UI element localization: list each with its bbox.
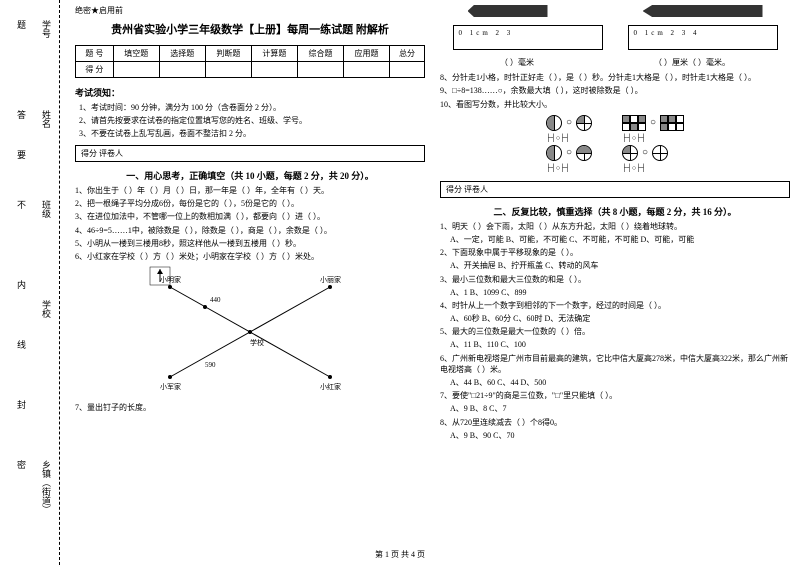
question: 9、□÷8=138……○，余数最大填（ ），这时被除数是（ ）。 [440,85,790,96]
notice-item: 1、考试时间：90 分钟，满分为 100 分（含卷面分 2 分）。 [75,102,425,113]
exam-title: 贵州省实验小学三年级数学【上册】每周一练试题 附解析 [75,21,425,37]
ruler-marks: 0 1cm 2 3 4 [634,29,700,37]
binding-hint: 封 [15,400,28,409]
binding-label: 乡镇（街道） [40,460,53,514]
binding-hint: 内 [15,280,28,289]
options: A、9 B、90 C、70 [440,430,790,441]
score-entry-box: 得分 评卷人 [75,145,425,162]
diagram-label: 小丽家 [320,275,341,284]
binding-label: 学校 [40,300,53,318]
score-header: 判断题 [205,46,251,62]
question: 3、最小三位数和最大三位数的和是（ ）。 [440,274,790,285]
question: 4、时针从上一个数字到相邻的下一个数字，经过的时间是（ ）。 [440,300,790,311]
fraction-shapes: ○ ├┤○├┤ ○ ├┤○├┤ ○ ├┤○├┤ ○ ├┤○├┤ [440,115,790,172]
question: 1、明天（ ）会下雨，太阳（ ）从东方升起，太阳（ ）绕着地球转。 [440,221,790,232]
diagram-label: 小红家 [320,382,341,391]
notice-title: 考试须知： [75,86,425,99]
options: A、一定，可能 B、可能，不可能 C、不可能，不可能 D、可能，可能 [440,234,790,245]
question: 1、你出生于（ ）年（ ）月（ ）日，那一年是（ ）年，全年有（ ）天。 [75,185,425,196]
diagram-label: 学校 [250,338,264,347]
score-header: 填空题 [113,46,159,62]
section2-title: 二、反复比较，慎重选择（共 8 小题，每题 2 分，共 16 分）。 [440,205,790,218]
question: 2、下面现象中属于平移现象的是（ ）。 [440,247,790,258]
diagram-label: 小明家 [160,275,181,284]
score-entry-box: 得分 评卷人 [440,181,790,198]
question: 7、要使"□21÷9"的商是三位数，"□"里只能填（ ）。 [440,390,790,401]
question: 4、46÷9=5……1中，被除数是（ ），除数是（ ），商是（ ），余数是（ ）… [75,225,425,236]
binding-hint: 题 [15,20,28,29]
secret-label: 绝密★启用前 [75,5,425,16]
binding-hint: 密 [15,460,28,469]
binding-hint: 要 [15,150,28,159]
question: 3、在进位加法中，不管哪一位上的数相加满（ ），都要向（ ）进（ ）。 [75,211,425,222]
question: 10、看图写分数，并比较大小。 [440,99,790,110]
question: 5、小明从一楼到三楼用8秒，照这样他从一楼到五楼用（ ）秒。 [75,238,425,249]
question: 8、分针走1小格，时针正好走（ ），是（ ）秒。分针走1大格是（ ），时针走1大… [440,72,790,83]
options: A、开关抽屉 B、拧开瓶盖 C、转动的风车 [440,260,790,271]
binding-label: 学号 [40,20,53,38]
diagram-dist: 590 [205,361,216,369]
score-header: 综合题 [297,46,343,62]
ruler-diagram: 0 1cm 2 3 4 [628,5,778,50]
diagram-label: 小军家 [160,382,181,391]
options: A、1 B、1099 C、899 [440,287,790,298]
direction-diagram: 小明家 小丽家 学校 小军家 小红家 440 590 [75,267,425,397]
binding-hint: 线 [15,340,28,349]
binding-label: 姓名 [40,110,53,128]
options: A、9 B、8 C、7 [440,403,790,414]
score-header: 总分 [390,46,425,62]
score-row-label: 得 分 [76,62,114,78]
score-header: 应用题 [344,46,390,62]
ruler-marks: 0 1cm 2 3 [459,29,514,37]
binding-hint: 答 [15,110,28,119]
ruler-answer: （ ）毫米 [500,57,534,68]
question: 6、小红家在学校（ ）方（ ）米处；小明家在学校（ ）方（ ）米处。 [75,251,425,262]
question: 5、最大的三位数是最大一位数的（ ）倍。 [440,326,790,337]
score-header: 计算题 [251,46,297,62]
question: 6、广州新电视塔是广州市目前最高的建筑，它比中信大厦高278米，中信大厦高322… [440,353,790,375]
page-footer: 第 1 页 共 4 页 [0,549,800,560]
options: A、11 B、110 C、100 [440,339,790,350]
ruler-answer: （ ）厘米（ ）毫米。 [654,57,730,68]
options: A、44 B、60 C、44 D、500 [440,377,790,388]
question: 2、把一根绳子平均分成6份，每份是它的（ ），5份是它的（ ）。 [75,198,425,209]
binding-hint: 不 [15,200,28,209]
question: 8、从720里连续减去（ ）个8得0。 [440,417,790,428]
question: 7、量出钉子的长度。 [75,402,425,413]
diagram-dist: 440 [210,296,221,304]
options: A、60秒 B、60分 C、60时 D、无法确定 [440,313,790,324]
score-header: 题 号 [76,46,114,62]
ruler-diagram: 0 1cm 2 3 [453,5,603,50]
notice-item: 2、请首先按要求在试卷的指定位置填写您的姓名、班级、学号。 [75,115,425,126]
score-table: 题 号 填空题 选择题 判断题 计算题 综合题 应用题 总分 得 分 [75,45,425,78]
notice-item: 3、不要在试卷上乱写乱画，卷面不整洁扣 2 分。 [75,128,425,139]
section1-title: 一、用心思考，正确填空（共 10 小题，每题 2 分，共 20 分）。 [75,169,425,182]
score-header: 选择题 [159,46,205,62]
binding-label: 班级 [40,200,53,218]
